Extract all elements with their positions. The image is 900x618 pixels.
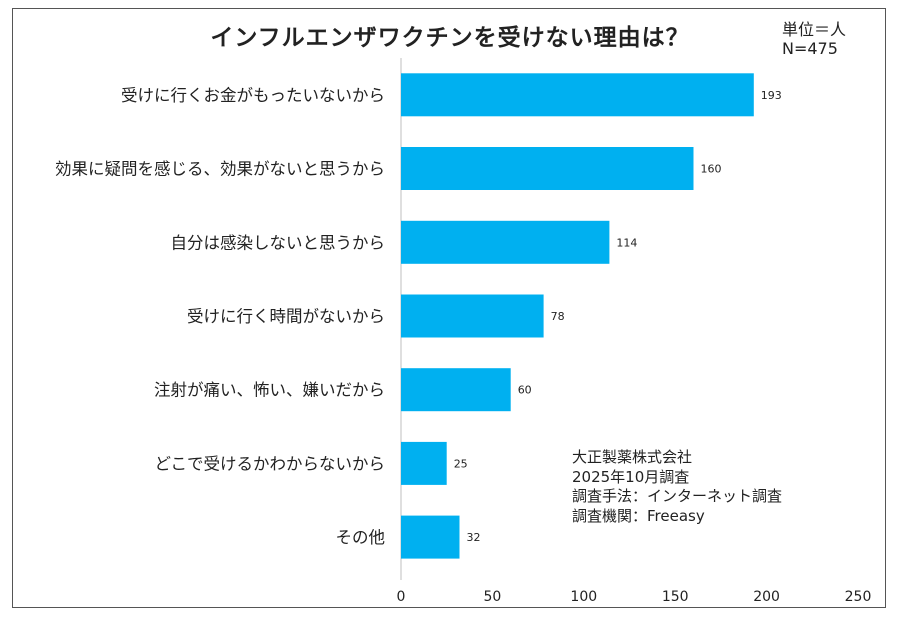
bar: [401, 515, 460, 559]
data-label: 78: [551, 310, 565, 323]
category-label: どこで受けるかわからないから: [154, 454, 385, 473]
category-label: 注射が痛い、怖い、嫌いだから: [154, 381, 385, 400]
survey-method: 調査手法：インターネット調査: [572, 487, 783, 505]
bar: [401, 294, 544, 338]
source-notes: 大正製薬株式会社 2025年10月調査 調査手法：インターネット調査 調査機関：…: [572, 448, 782, 526]
survey-agency: 調査機関：Freeasy: [572, 506, 705, 525]
category-label: 受けに行くお金がもったいないから: [121, 86, 385, 105]
category-label: その他: [336, 528, 386, 547]
x-tick-label: 0: [397, 589, 406, 605]
data-label: 25: [454, 457, 468, 470]
unit-line-1: 単位＝人: [782, 20, 847, 39]
chart-title: インフルエンザワクチンを受けない理由は？: [210, 25, 690, 51]
bar: [401, 73, 754, 117]
data-label: 160: [701, 163, 722, 176]
x-tick-label: 50: [483, 589, 501, 605]
x-tick-label: 100: [570, 589, 597, 605]
x-tick-label: 200: [753, 589, 780, 605]
bar: [401, 441, 447, 485]
bar: [401, 147, 694, 190]
data-label: 193: [761, 89, 782, 102]
data-label: 60: [518, 384, 532, 397]
survey-date: 2025年10月調査: [572, 467, 690, 486]
category-label: 受けに行く時間がないから: [187, 307, 385, 326]
unit-label: 単位＝人 N=475: [782, 20, 846, 58]
category-label: 自分は感染しないと思うから: [171, 233, 386, 252]
x-tick-label: 150: [662, 589, 689, 605]
sample-size: N=475: [782, 39, 838, 58]
data-label: 114: [616, 236, 637, 249]
bar: [401, 220, 610, 264]
source-company: 大正製薬株式会社: [572, 448, 693, 466]
category-label: 効果に疑問を感じる、効果がないと思うから: [55, 160, 385, 179]
data-label: 32: [467, 531, 481, 544]
x-tick-label: 250: [845, 589, 872, 605]
bar: [401, 368, 511, 412]
